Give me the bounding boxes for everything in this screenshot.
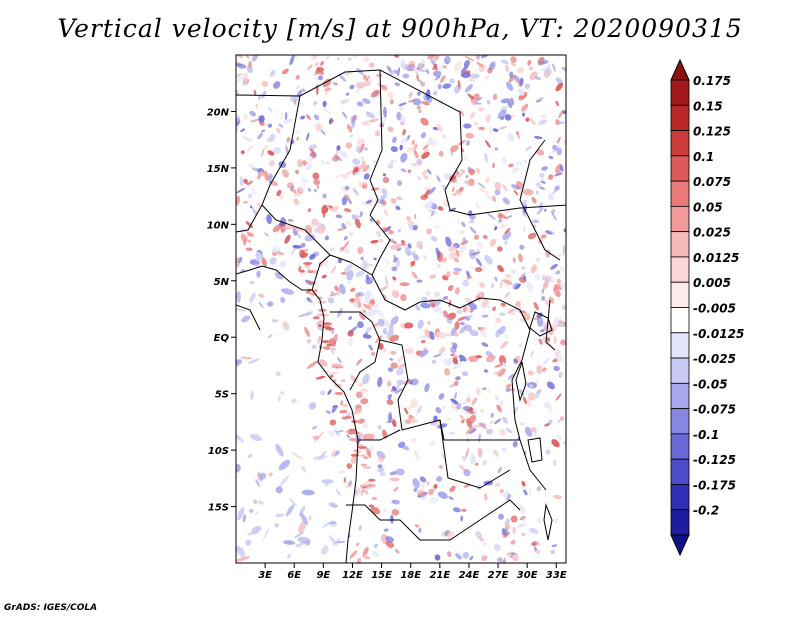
latitude-axis: 20N 15N 10N 5N EQ 5S 10S 15S [207,107,236,514]
colorbar-label: -0.025 [693,352,736,366]
colorbar-swatch [670,205,690,233]
colorbar-label: -0.05 [693,377,728,391]
colorbar-swatch [670,408,690,435]
colorbar-swatch [670,484,690,511]
colorbar-swatch [670,231,690,258]
colorbar-swatch [670,433,690,460]
longitude-axis: 3E 6E 9E 12E 15E 18E 21E 24E 27E 30E 33E [258,563,567,581]
colorbar-swatch [670,155,690,182]
colorbar-swatch [670,458,690,485]
colorbar-label: -0.005 [693,302,736,316]
country-borders [236,69,566,541]
colorbar-swatch [670,180,690,207]
lon-tick-label: 33E [546,570,567,581]
colorbar-label: -0.0125 [693,327,744,341]
colorbar-bottom-arrow [670,534,690,557]
coastline [236,265,359,563]
colorbar-label: -0.125 [693,453,736,467]
lat-tick-label: 10S [208,446,229,457]
colorbar-label: -0.175 [693,478,736,492]
lat-tick-label: 20N [207,107,230,118]
colorbar-swatch [670,307,690,334]
lon-tick-label: 27E [488,570,509,581]
colorbar-label: -0.075 [693,403,736,417]
lat-tick-label: 15S [208,503,229,514]
lon-tick-label: 12E [342,570,363,581]
colorbar-swatch [670,130,690,157]
map-title: Vertical velocity [m/s] at 900hPa, VT: 2… [57,14,743,43]
map-frame [235,54,567,564]
colorbar-label: -0.1 [693,428,719,442]
colorbar-label: 0.0125 [693,251,739,265]
colorbar-swatch [670,79,690,106]
lakes [515,311,553,541]
colorbar-swatch [670,357,690,384]
colorbar-swatch [670,104,690,131]
lon-tick-label: 18E [400,570,421,581]
lat-tick-label: EQ [214,333,230,344]
grads-credit: GrADS: IGES/COLA [4,603,98,613]
lon-tick-label: 21E [429,570,450,581]
lat-tick-label: 15N [207,164,230,175]
colorbar-label: -0.2 [693,504,719,518]
lon-tick-label: 6E [287,570,301,581]
colorbar-label: 0.075 [693,175,731,189]
colorbar-label: 0.125 [693,125,731,139]
lat-tick-label: 10N [207,220,230,231]
colorbar-label: 0.005 [693,276,731,290]
colorbar-swatch [670,382,690,410]
colorbar-label: 0.025 [693,226,731,240]
colorbar-swatch [670,509,690,536]
lon-tick-label: 3E [258,570,272,581]
lon-tick-label: 9E [316,570,330,581]
colorbar-swatch [670,332,690,359]
lat-tick-label: 5N [214,277,230,288]
colorbar-swatch [670,256,690,283]
vertical-velocity-field [236,55,566,563]
lon-tick-label: 24E [459,570,480,581]
colorbar-swatch [670,281,690,308]
colorbar-label: 0.1 [693,150,714,164]
lon-tick-label: 30E [517,570,538,581]
colorbar-label: 0.175 [693,74,731,88]
lat-tick-label: 5S [215,390,229,401]
colorbar-top-arrow [670,58,690,81]
colorbar-label: 0.15 [693,99,723,113]
colorbar: 0.175 0.15 0.125 0.1 0.075 0.05 0.025 0.0125 0.0… [670,58,744,557]
colorbar-label: 0.05 [693,200,723,214]
lon-tick-label: 15E [371,570,392,581]
